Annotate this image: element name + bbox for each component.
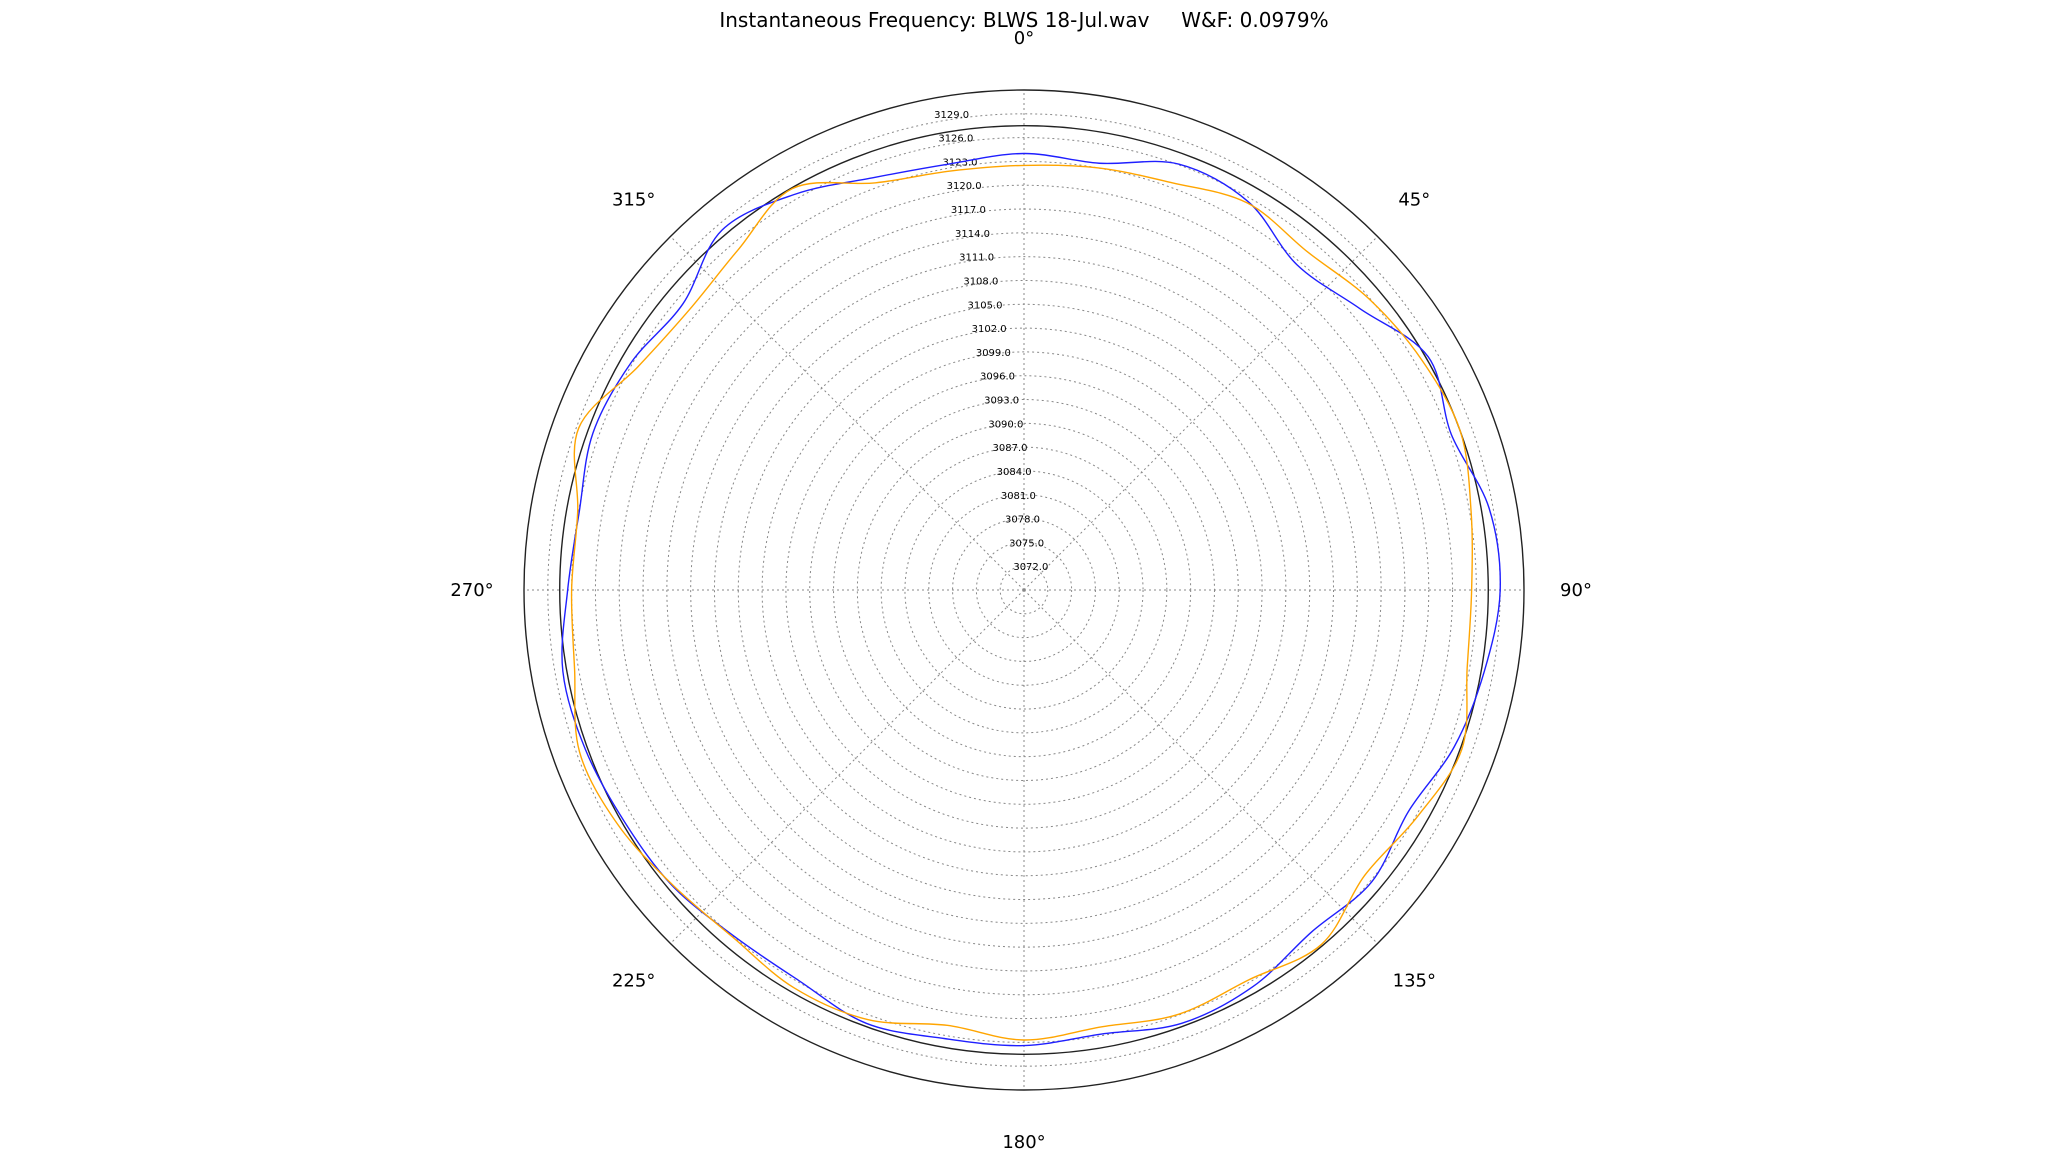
radial-tick-label: 3090.0 (988, 419, 1023, 430)
radial-tick-label: 3096.0 (980, 372, 1015, 383)
radial-tick-label: 3105.0 (968, 300, 1003, 311)
radial-tick-label: 3102.0 (972, 324, 1007, 335)
radial-tick-label: 3117.0 (951, 205, 986, 216)
radial-tick-label: 3084.0 (997, 467, 1032, 478)
radial-gridline-1 (975, 541, 1073, 639)
angular-gridlines (524, 90, 1524, 1090)
radial-tick-label: 3111.0 (959, 253, 994, 264)
reference-circle (559, 125, 1489, 1055)
outer-frame-layer (523, 89, 1525, 1091)
angle-label: 0° (1014, 28, 1034, 49)
angle-label: 315° (612, 190, 655, 211)
radial-tick-label: 3072.0 (1013, 562, 1048, 573)
radial-gridline-4 (904, 470, 1144, 710)
radial-gridline-8 (809, 375, 1239, 805)
radial-gridline-17 (594, 160, 1454, 1020)
angle-label: 225° (612, 970, 655, 991)
radial-tick-label: 3099.0 (976, 348, 1011, 359)
radial-tick-label: 3123.0 (943, 157, 978, 168)
series-layer (561, 152, 1501, 1047)
reference-circle-layer (559, 125, 1489, 1055)
radial-tick-label: 3129.0 (934, 110, 969, 121)
radial-tick-label: 3120.0 (947, 181, 982, 192)
angular-gridline-135 (1023, 589, 1378, 944)
radial-tick-label: 3126.0 (938, 134, 973, 145)
radial-tick-label: 3093.0 (984, 396, 1019, 407)
radial-gridline-0 (999, 565, 1049, 615)
angle-label: 90° (1560, 580, 1592, 601)
angle-label: 45° (1398, 190, 1430, 211)
angle-labels: 0° 45° 90° 135° 180° 225° 270° 315° (450, 28, 1592, 1153)
angular-gridline-315 (670, 236, 1025, 591)
radial-tick-labels: 3072.0 3075.0 3078.0 3081.0 3084.0 3087.0 3090… (934, 110, 1048, 573)
radial-gridline-5 (880, 446, 1168, 734)
angular-gridline-45 (1023, 236, 1378, 591)
polar-frame (523, 89, 1525, 1091)
radial-tick-label: 3075.0 (1009, 538, 1044, 549)
series-line-1 (561, 152, 1501, 1047)
series-line-2 (570, 164, 1473, 1041)
angle-label: 270° (450, 580, 493, 601)
radial-tick-label: 3081.0 (1001, 491, 1036, 502)
chart-title: Instantaneous Frequency: BLWS 18-Jul.wav… (719, 8, 1329, 32)
radial-tick-label: 3078.0 (1005, 515, 1040, 526)
radial-tick-label: 3108.0 (963, 276, 998, 287)
radial-gridline-13 (690, 256, 1358, 924)
radial-gridline-14 (666, 232, 1382, 948)
angular-gridline-225 (670, 589, 1025, 944)
radial-gridline-9 (785, 351, 1263, 829)
radial-gridline-16 (618, 184, 1430, 996)
radial-gridline-12 (713, 279, 1335, 901)
angle-label: 135° (1393, 970, 1436, 991)
radial-tick-label: 3114.0 (955, 229, 990, 240)
angle-label: 180° (1002, 1132, 1045, 1153)
radial-tick-label: 3087.0 (993, 443, 1028, 454)
